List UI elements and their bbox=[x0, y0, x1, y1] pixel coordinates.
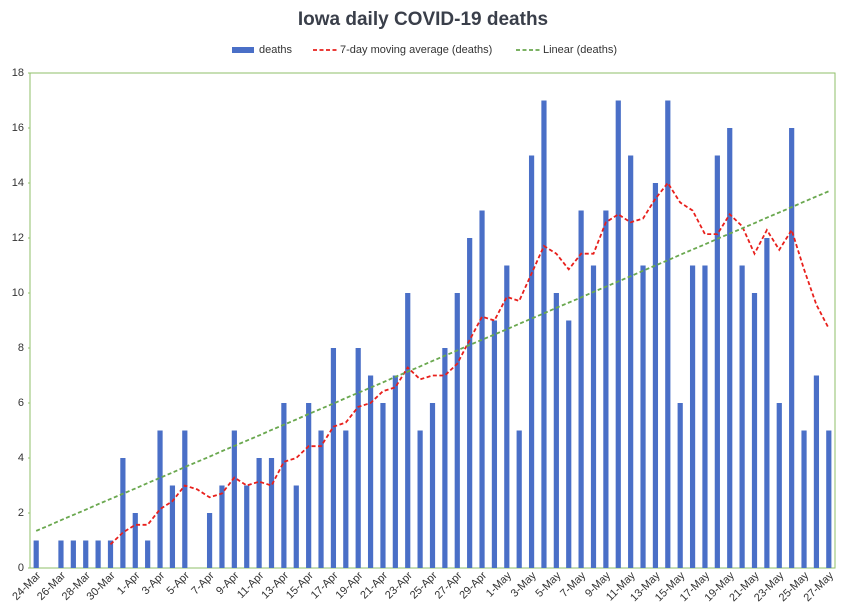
bar bbox=[429, 403, 436, 568]
x-tick-label: 1-May bbox=[484, 569, 514, 599]
y-tick-label: 4 bbox=[18, 452, 24, 464]
bar bbox=[256, 458, 262, 568]
bar bbox=[33, 540, 39, 568]
bar bbox=[318, 430, 324, 568]
bar bbox=[442, 348, 448, 568]
bar bbox=[405, 293, 411, 568]
legend-swatch bbox=[232, 47, 254, 53]
bar bbox=[702, 265, 708, 568]
bar bbox=[727, 128, 733, 568]
bar bbox=[219, 485, 225, 568]
bar bbox=[231, 430, 237, 568]
bar bbox=[145, 540, 151, 568]
bar bbox=[553, 293, 559, 568]
bar bbox=[58, 540, 64, 568]
bar bbox=[491, 320, 498, 568]
bar bbox=[689, 265, 696, 568]
x-tick-label: 29-Apr bbox=[457, 569, 489, 601]
x-tick-label: 3-Apr bbox=[140, 569, 168, 597]
bar bbox=[789, 128, 795, 568]
y-tick-label: 12 bbox=[12, 232, 24, 244]
bar bbox=[603, 210, 609, 568]
bar bbox=[590, 265, 597, 568]
bar bbox=[751, 293, 758, 568]
x-tick-label: 7-Apr bbox=[189, 569, 217, 597]
bar bbox=[306, 403, 312, 568]
bar bbox=[801, 430, 807, 568]
legend-label: 7-day moving average (deaths) bbox=[340, 44, 492, 56]
chart-title: Iowa daily COVID-19 deaths bbox=[298, 9, 548, 30]
bar bbox=[813, 375, 820, 568]
bar bbox=[479, 210, 485, 568]
bar bbox=[343, 430, 349, 568]
bar bbox=[120, 458, 126, 568]
bar bbox=[541, 100, 547, 568]
bar bbox=[640, 265, 646, 568]
bar bbox=[665, 100, 671, 568]
bar bbox=[293, 485, 299, 568]
x-tick-label: 5-Apr bbox=[164, 569, 192, 597]
bar bbox=[206, 513, 213, 568]
x-tick-label: 5-May bbox=[533, 569, 563, 599]
bar bbox=[714, 155, 720, 568]
bar bbox=[826, 430, 832, 568]
bar bbox=[355, 348, 361, 568]
y-tick-label: 2 bbox=[18, 507, 24, 519]
bar bbox=[504, 265, 510, 568]
x-tick-label: 30-Mar bbox=[85, 569, 118, 602]
bar bbox=[281, 403, 287, 568]
legend-label: Linear (deaths) bbox=[543, 44, 617, 56]
y-tick-label: 10 bbox=[12, 287, 24, 299]
bar bbox=[83, 540, 89, 568]
bar bbox=[628, 155, 634, 568]
bar bbox=[157, 430, 163, 568]
bar bbox=[417, 430, 423, 568]
bar bbox=[578, 210, 584, 568]
bar bbox=[268, 458, 275, 568]
legend-label: deaths bbox=[259, 44, 293, 56]
line bbox=[35, 190, 830, 532]
bar bbox=[566, 320, 572, 568]
bar bbox=[367, 375, 374, 568]
y-tick-label: 16 bbox=[12, 122, 24, 134]
y-tick-label: 6 bbox=[18, 397, 24, 409]
bar bbox=[615, 100, 621, 568]
bar bbox=[776, 403, 782, 568]
bar bbox=[652, 183, 659, 568]
bar bbox=[70, 540, 76, 568]
bar bbox=[380, 403, 386, 568]
bar bbox=[107, 540, 114, 568]
x-tick-label: 1-Apr bbox=[115, 569, 143, 597]
line bbox=[109, 181, 830, 546]
x-tick-label: 7-May bbox=[558, 569, 588, 599]
bar bbox=[392, 375, 398, 568]
bar bbox=[95, 540, 101, 568]
bar bbox=[528, 155, 535, 568]
bar bbox=[169, 485, 176, 568]
y-tick-label: 0 bbox=[18, 562, 24, 574]
bar bbox=[132, 513, 138, 568]
y-tick-label: 8 bbox=[18, 342, 24, 354]
bar bbox=[764, 238, 770, 568]
bar bbox=[467, 238, 473, 568]
bar bbox=[244, 485, 250, 568]
bar bbox=[739, 265, 745, 568]
y-tick-label: 14 bbox=[12, 177, 24, 189]
bar bbox=[516, 430, 522, 568]
bar bbox=[182, 430, 188, 568]
bar bbox=[677, 403, 683, 568]
bar bbox=[330, 348, 337, 568]
x-tick-label: 3-May bbox=[509, 569, 539, 599]
bar bbox=[454, 293, 460, 568]
y-tick-label: 18 bbox=[12, 67, 24, 79]
